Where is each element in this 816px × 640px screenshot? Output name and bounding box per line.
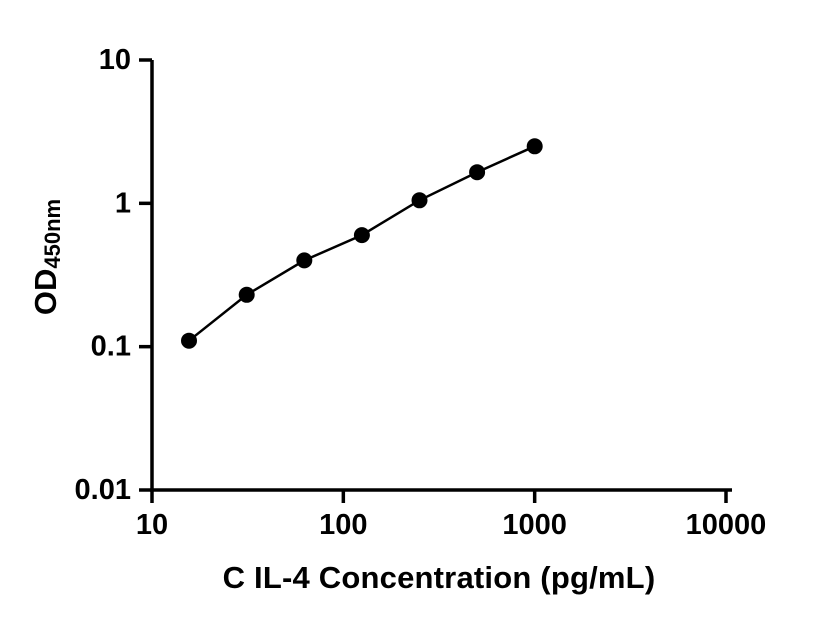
y-tick-label: 10 <box>99 44 131 76</box>
data-point-marker <box>469 164 486 181</box>
data-point-marker <box>411 192 428 209</box>
y-tick-label: 1 <box>115 187 131 219</box>
data-point-marker <box>181 332 197 349</box>
data-point-marker <box>526 138 543 155</box>
y-axis-title-subscript: 450nm <box>40 198 65 269</box>
x-tick-label: 100 <box>319 509 367 541</box>
data-point-marker <box>296 252 313 269</box>
data-point-marker <box>353 227 370 244</box>
x-tick-label: 10 <box>136 509 168 541</box>
y-tick-label: 0.1 <box>91 331 131 363</box>
data-point-marker <box>238 286 255 303</box>
y-tick-label: 0.01 <box>75 474 131 506</box>
y-axis-title-text: OD <box>28 268 63 316</box>
x-tick-label: 10000 <box>686 509 767 541</box>
x-tick-label: 1000 <box>502 509 567 541</box>
x-axis-title: C IL-4 Concentration (pg/mL) <box>222 560 656 595</box>
y-axis-title: OD450nm <box>24 107 68 407</box>
